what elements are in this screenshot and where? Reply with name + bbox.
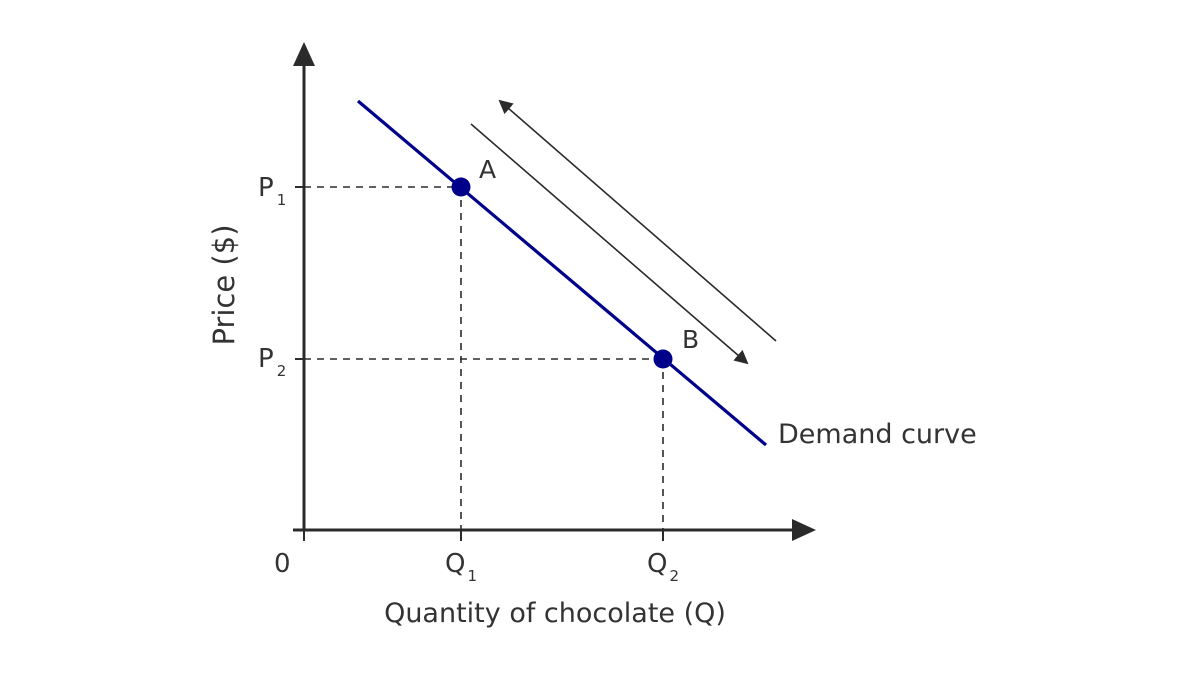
y-tick-label-p1-base: P — [258, 173, 274, 203]
y-tick-label-p2-sub: 2 — [277, 362, 287, 380]
x-tick-label-q1-sub: 1 — [467, 567, 477, 585]
y-axis-arrowhead — [293, 42, 315, 66]
demand-curve-label: Demand curve — [778, 419, 977, 450]
origin-label: 0 — [274, 549, 291, 579]
x-tick-label-q2-base: Q — [647, 549, 667, 579]
x-tick-label-q2-sub: 2 — [669, 567, 679, 585]
point-a-marker — [451, 177, 471, 197]
demand-curve-line — [356, 99, 768, 447]
point-b-marker — [653, 349, 673, 369]
movement-arrows — [470, 99, 777, 365]
point-b-label: B — [682, 325, 699, 354]
point-a-label: A — [479, 155, 496, 184]
arrow-down-along-curve — [470, 123, 749, 365]
x-tick-label-q1-base: Q — [445, 549, 465, 579]
y-axis-title: Price ($) — [207, 224, 241, 345]
arrow-up-along-curve — [498, 99, 777, 342]
y-tick-label-p1-sub: 1 — [277, 191, 287, 209]
y-tick-label-p2-base: P — [258, 344, 274, 374]
guide-lines — [304, 186, 664, 530]
x-axis-title: Quantity of chocolate (Q) — [384, 598, 726, 629]
x-axis-arrowhead — [792, 519, 816, 541]
axes — [293, 42, 816, 541]
